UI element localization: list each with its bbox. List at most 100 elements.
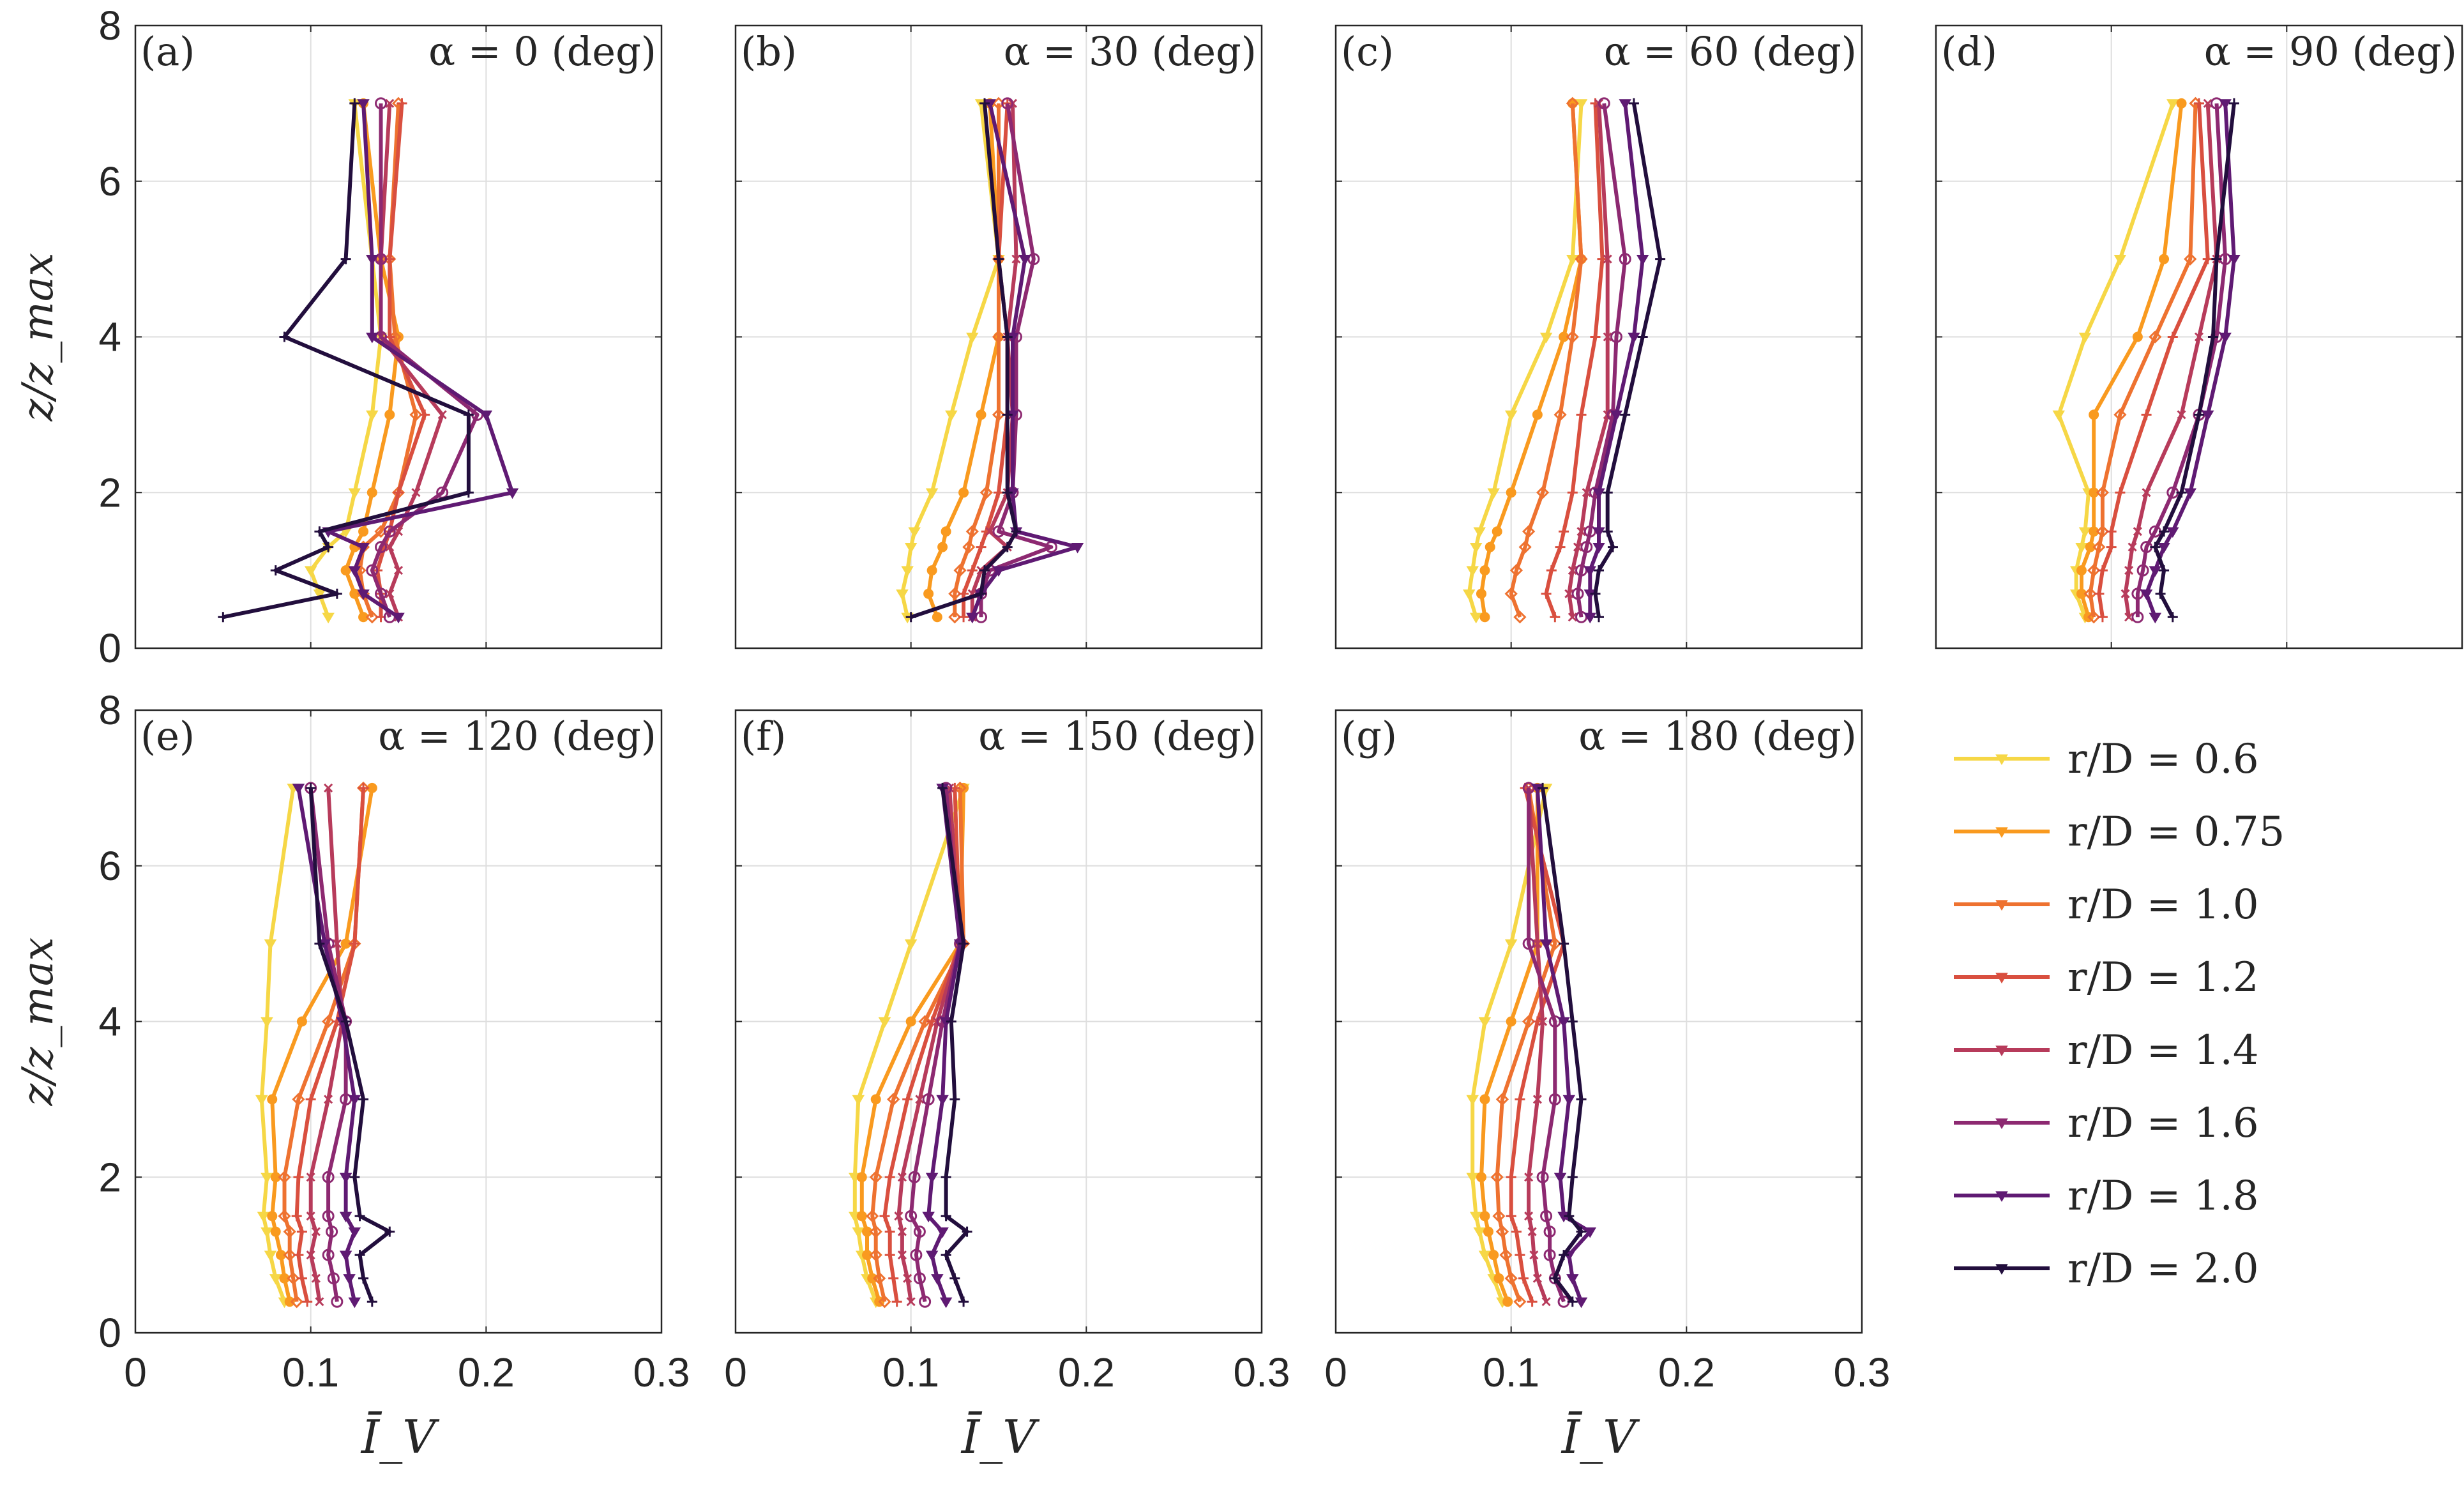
data-point	[1479, 1094, 1490, 1105]
series-path	[308, 787, 392, 1303]
data-point	[2228, 255, 2241, 266]
series-line	[218, 98, 474, 623]
data-point	[1575, 99, 1588, 110]
data-point	[366, 255, 379, 266]
series-path	[910, 103, 1018, 619]
series-path	[1535, 787, 1592, 1303]
data-point	[936, 1227, 949, 1238]
data-point	[1478, 1017, 1492, 1028]
data-point	[1555, 542, 1566, 552]
data-point	[1499, 1249, 1513, 1262]
data-point	[1610, 331, 1622, 343]
data-point	[1466, 566, 1479, 577]
y-tick-label: 2	[98, 1154, 121, 1200]
legend-entry: r/D = 1.6	[1954, 1100, 2259, 1147]
data-point	[1576, 527, 1586, 536]
data-point	[1619, 253, 1631, 266]
data-point	[932, 612, 942, 623]
data-point	[958, 588, 969, 599]
series-path	[1593, 103, 1663, 618]
data-point	[1524, 783, 1534, 793]
data-point	[1469, 1211, 1483, 1223]
data-point	[2166, 99, 2179, 110]
data-point	[915, 1095, 925, 1104]
data-point	[905, 1016, 916, 1027]
data-point	[2133, 527, 2142, 536]
data-point	[1532, 409, 1543, 420]
series-line	[1590, 98, 1666, 623]
x-tick-label: 0.3	[1234, 1349, 1290, 1395]
series-path	[859, 787, 966, 1303]
series-line	[2150, 98, 2239, 623]
data-point	[1524, 1211, 1534, 1221]
data-point	[1567, 1016, 1578, 1027]
data-point	[264, 1250, 277, 1262]
y-tick-label: 6	[98, 843, 121, 889]
data-point	[979, 486, 993, 499]
y-axis-label: z/z_max	[13, 253, 63, 422]
data-point	[261, 1227, 273, 1238]
data-point	[348, 1095, 361, 1106]
legend-label: r/D = 2.0	[2067, 1245, 2259, 1293]
data-point	[878, 1295, 891, 1309]
data-point	[948, 611, 962, 624]
data-point	[1513, 1295, 1527, 1309]
data-point	[1509, 564, 1523, 577]
data-point	[409, 408, 423, 421]
data-point	[293, 1172, 304, 1183]
data-point	[1592, 527, 1605, 538]
data-point	[1071, 542, 1084, 554]
series-path	[1467, 103, 1583, 618]
legend-entry: r/D = 0.75	[1954, 809, 2285, 856]
data-point	[1628, 332, 1640, 344]
data-point	[1492, 1210, 1506, 1223]
data-point	[385, 542, 395, 552]
data-point	[1575, 252, 1588, 266]
x-tick-label: 0.3	[633, 1349, 690, 1395]
series-path	[2088, 103, 2198, 618]
data-point	[269, 1274, 282, 1285]
data-point	[292, 1093, 305, 1106]
data-point	[925, 1173, 939, 1184]
data-point	[327, 1272, 340, 1285]
panel-c: (c) α = 60 (deg)	[1334, 24, 1863, 649]
data-point	[1592, 542, 1605, 554]
data-point	[958, 612, 969, 623]
legend-entry: r/D = 0.6	[1954, 736, 2259, 783]
data-point	[267, 1211, 278, 1222]
data-point	[953, 781, 967, 795]
data-point	[2089, 409, 2099, 420]
data-point	[1559, 526, 1569, 537]
series-line	[879, 782, 965, 1307]
data-point	[392, 612, 405, 624]
data-point	[1504, 587, 1518, 600]
axes-box	[734, 709, 1263, 1334]
data-point	[1559, 1250, 1569, 1261]
data-point	[1564, 1211, 1575, 1222]
data-point	[2203, 98, 2212, 108]
data-point	[1504, 939, 1518, 950]
data-point	[383, 525, 396, 538]
series-line	[1463, 99, 1588, 624]
data-point	[1598, 97, 1610, 110]
y-axis-label: z/z_max	[13, 938, 63, 1107]
data-point	[897, 1250, 907, 1260]
data-point	[941, 1211, 951, 1222]
data-point	[904, 939, 918, 950]
series-path	[1509, 787, 1566, 1303]
series-path	[259, 787, 296, 1303]
data-point	[926, 565, 937, 576]
data-point	[2136, 564, 2149, 577]
data-point	[357, 99, 370, 110]
data-point	[291, 1211, 302, 1222]
data-point	[306, 1250, 315, 1260]
panel-d: (d) α = 90 (deg)	[1935, 24, 2463, 649]
data-point	[888, 1273, 899, 1284]
data-point	[2096, 486, 2110, 499]
data-point	[1582, 488, 1591, 497]
legend-marker	[1995, 1191, 2008, 1202]
data-point	[2149, 566, 2162, 577]
series-line	[1583, 99, 1649, 624]
data-point	[366, 410, 379, 421]
data-point	[1583, 1227, 1597, 1238]
